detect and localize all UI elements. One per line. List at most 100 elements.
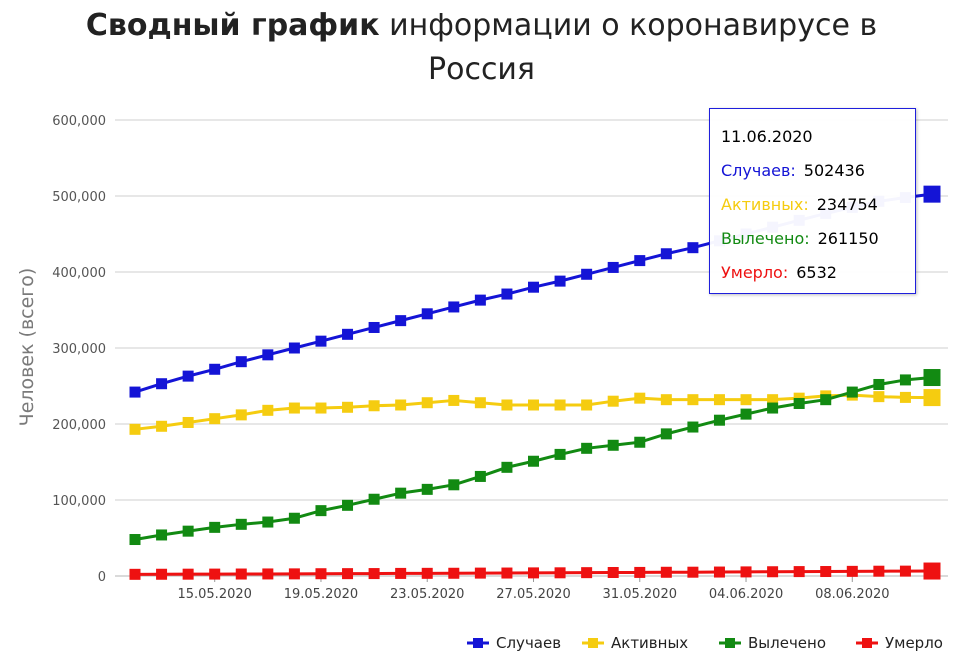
series-2 [129, 369, 941, 546]
data-point [687, 421, 699, 433]
data-point [342, 568, 354, 580]
data-point [607, 567, 619, 579]
data-point [687, 242, 699, 254]
data-point [873, 565, 885, 577]
data-point [156, 529, 168, 541]
data-point [315, 505, 327, 517]
data-point [740, 566, 752, 578]
data-point [767, 394, 779, 406]
data-point [156, 378, 168, 390]
data-point [288, 342, 300, 354]
series-group [129, 185, 941, 580]
series-3 [129, 562, 941, 580]
data-point [740, 394, 752, 406]
data-point [235, 518, 247, 530]
data-point [581, 442, 593, 454]
data-point [129, 386, 141, 398]
y-tick-label: 500,000 [52, 190, 106, 205]
x-tick-label: 19.05.2020 [284, 587, 358, 602]
data-point [713, 394, 725, 406]
x-tick-label: 31.05.2020 [603, 587, 677, 602]
data-point [899, 565, 911, 577]
data-point [660, 428, 672, 440]
data-point [899, 374, 911, 386]
series-1 [129, 389, 941, 435]
tooltip-label: Случаев: [721, 161, 796, 180]
data-point [474, 397, 486, 409]
data-point [767, 566, 779, 578]
data-point [581, 268, 593, 280]
data-point [634, 566, 646, 578]
chart-title-line2: Россия [428, 52, 535, 87]
data-point [501, 288, 513, 300]
x-tick-label: 27.05.2020 [496, 587, 570, 602]
legend-label: Активных [611, 634, 688, 652]
data-point [581, 399, 593, 411]
tooltip-value: 6532 [796, 263, 837, 282]
data-point [554, 399, 566, 411]
y-tick-label: 300,000 [52, 342, 106, 357]
legend-label: Вылечено [748, 634, 826, 652]
legend[interactable]: Случаев Активных Вылечено Умерло [467, 634, 943, 652]
data-point [368, 568, 380, 580]
data-point [395, 567, 407, 579]
data-point [182, 416, 194, 428]
tooltip-value: 261150 [817, 229, 879, 248]
data-point [660, 566, 672, 578]
data-point [262, 404, 274, 416]
data-point [209, 568, 221, 580]
tooltip-date: 11.06.2020 [721, 127, 813, 146]
data-point [873, 378, 885, 390]
x-axis: 15.05.2020 19.05.2020 23.05.2020 27.05.2020… [177, 576, 890, 602]
tooltip-label: Активных: [721, 195, 809, 214]
data-point [607, 395, 619, 407]
data-point [820, 566, 832, 578]
data-point [288, 568, 300, 580]
data-point [873, 391, 885, 403]
data-point [129, 423, 141, 435]
data-point [448, 479, 460, 491]
tooltip-row-cases: Случаев: 502436 [721, 158, 915, 192]
legend-item[interactable]: Случаев [467, 634, 561, 652]
data-point [501, 567, 513, 579]
data-point [368, 493, 380, 505]
data-point [288, 512, 300, 524]
tooltip-row-recovered: Вылечено: 261150 [721, 226, 915, 260]
data-point [767, 402, 779, 414]
legend-item[interactable]: Умерло [856, 634, 943, 652]
tooltip-row-deaths: Умерло: 6532 [721, 260, 915, 294]
data-point [395, 315, 407, 327]
data-point [528, 281, 539, 293]
legend-item[interactable]: Активных [582, 634, 688, 652]
data-point [687, 566, 699, 578]
highlighted-point [923, 369, 941, 387]
data-point [209, 363, 221, 375]
x-tick-label: 23.05.2020 [390, 587, 464, 602]
data-point [528, 455, 539, 467]
data-point [660, 248, 672, 260]
data-point [581, 567, 593, 579]
data-point [288, 402, 300, 414]
data-point [368, 400, 380, 412]
data-point [235, 568, 247, 580]
data-tooltip: 11.06.2020 Случаев: 502436 Активных: 23475… [709, 108, 916, 294]
data-point [634, 392, 646, 404]
tooltip-label: Вылечено: [721, 229, 810, 248]
tooltip-label: Умерло: [721, 263, 789, 282]
data-point [687, 394, 699, 406]
data-point [528, 399, 539, 411]
data-point [607, 439, 619, 451]
data-point [846, 386, 858, 398]
data-point [634, 255, 646, 267]
data-point [421, 308, 433, 320]
data-point [554, 275, 566, 287]
data-point [262, 568, 274, 580]
data-point [660, 394, 672, 406]
data-point [342, 499, 354, 511]
data-point [342, 328, 354, 340]
data-point [209, 413, 221, 425]
data-point [235, 409, 247, 421]
legend-label: Случаев [496, 634, 561, 652]
legend-item[interactable]: Вылечено [719, 634, 826, 652]
